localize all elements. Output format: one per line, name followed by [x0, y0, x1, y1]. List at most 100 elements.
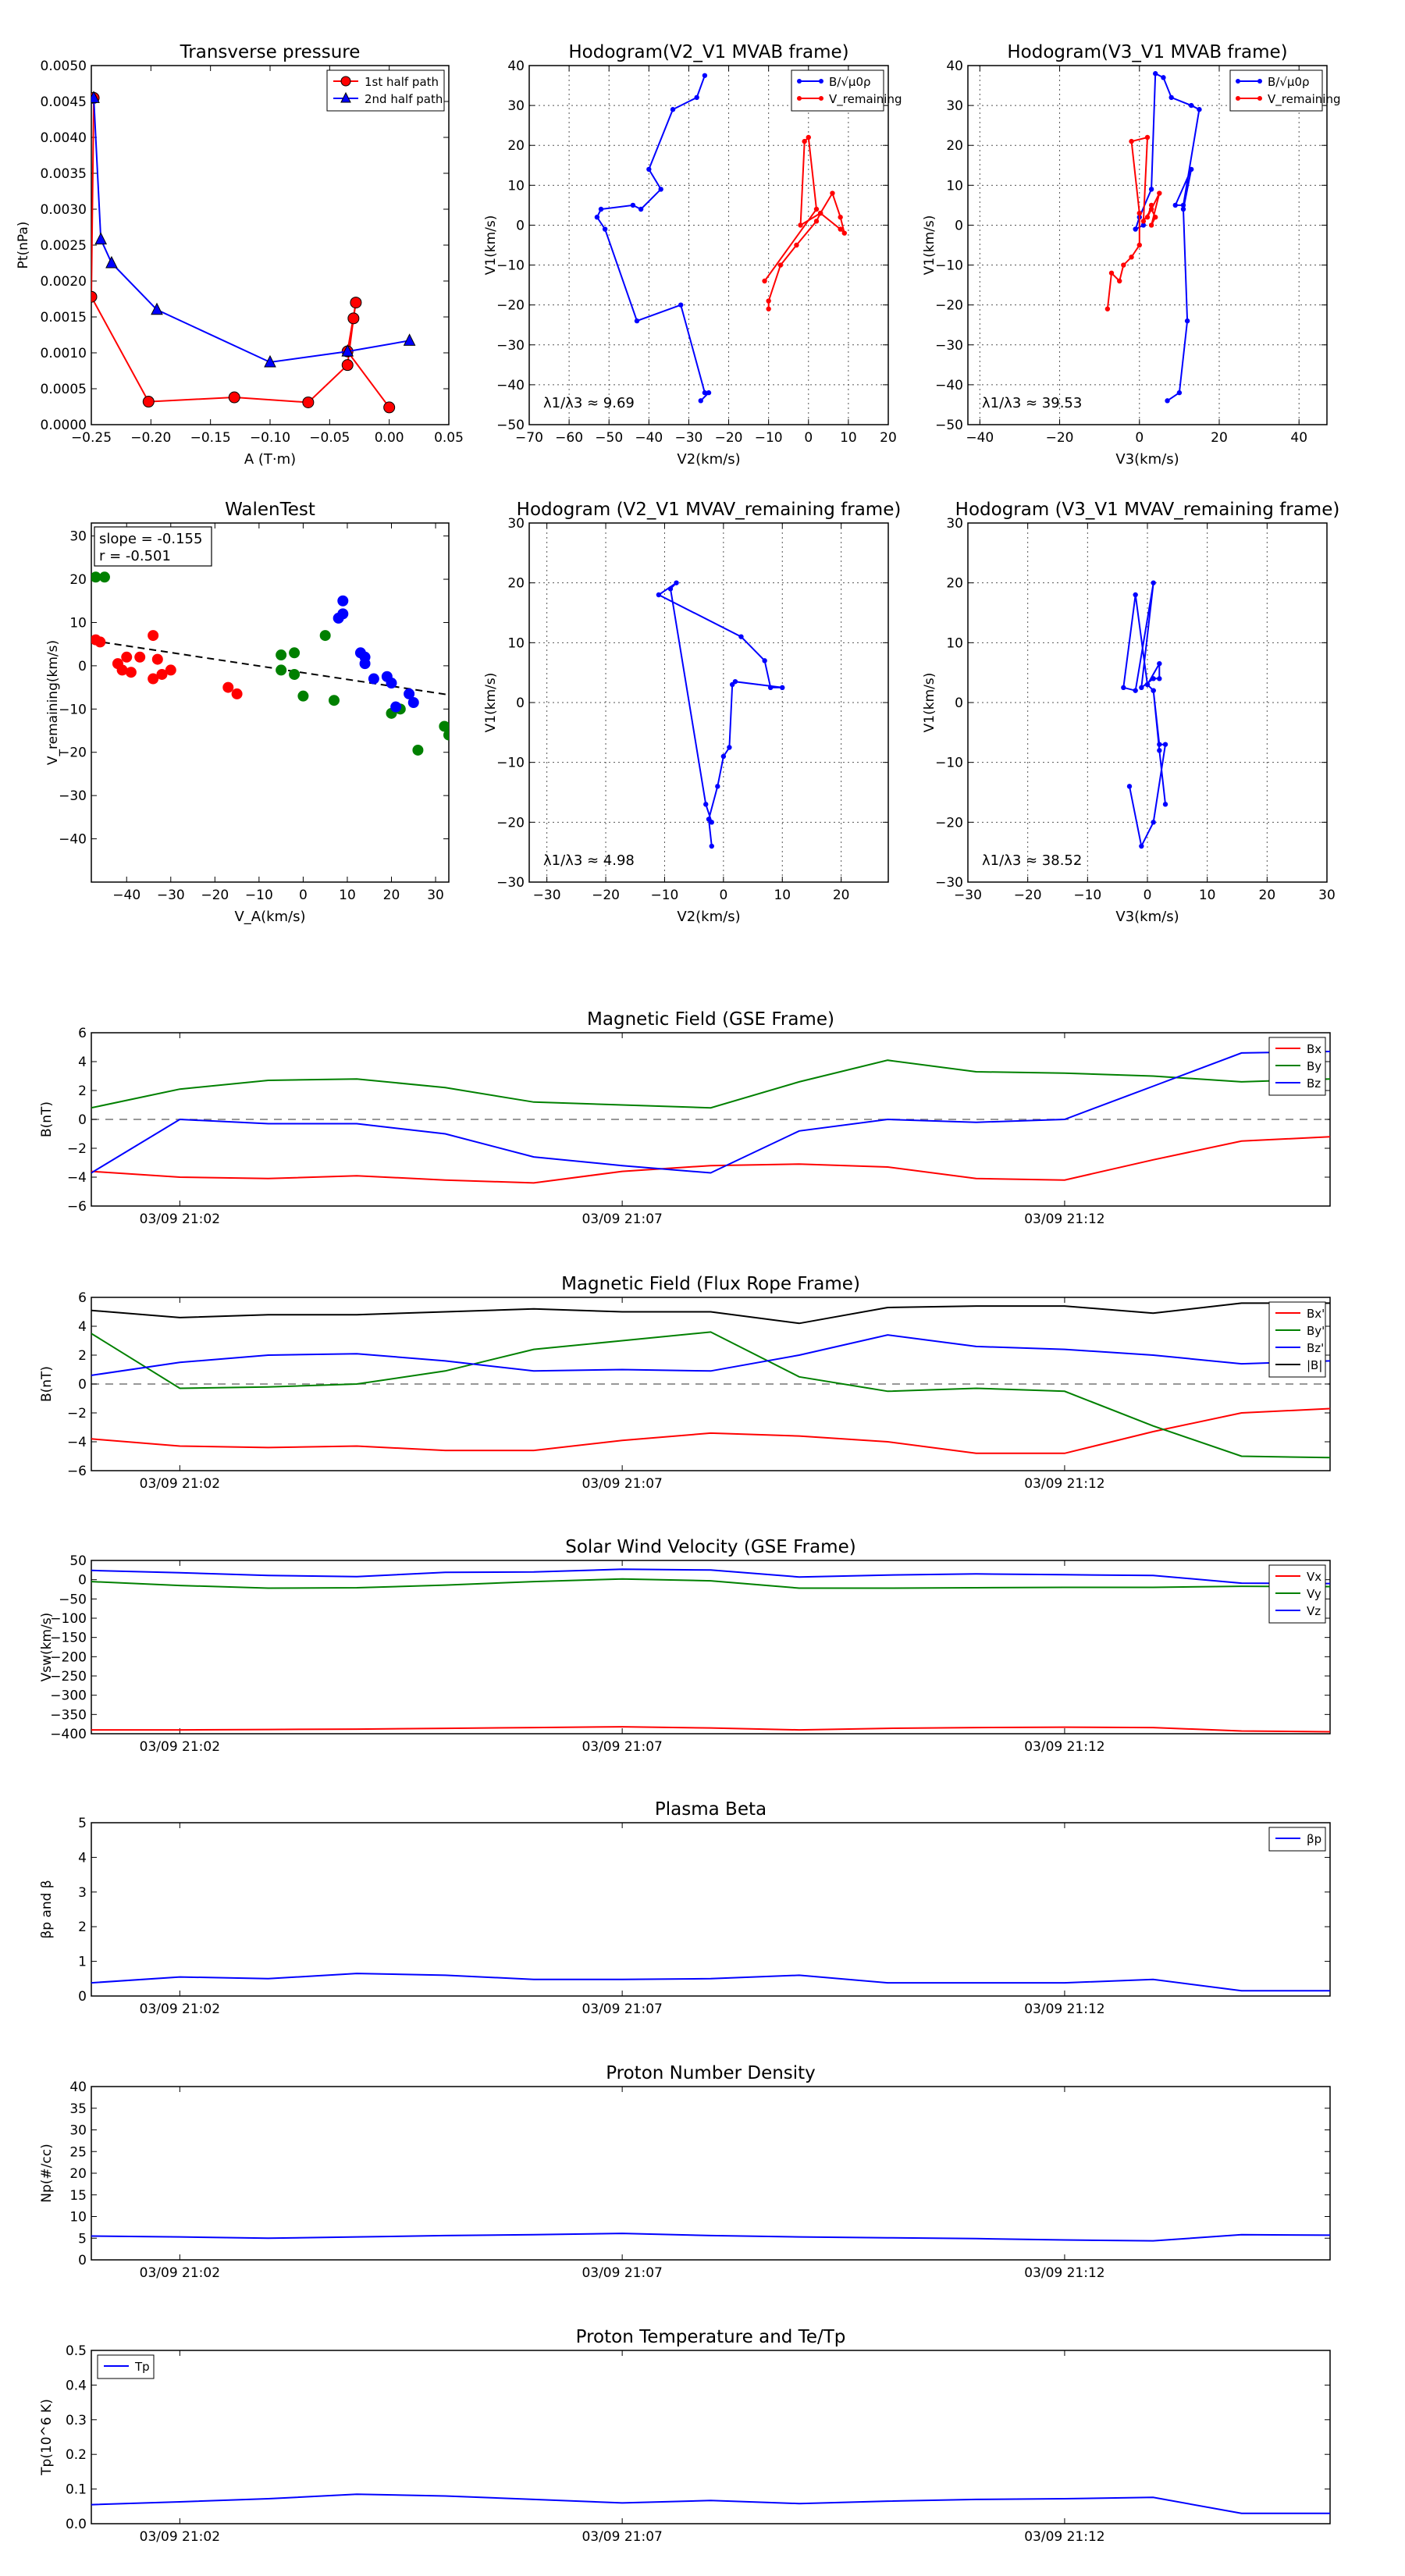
- legend-label: βp: [1307, 1832, 1321, 1846]
- series-line: [91, 1331, 1330, 1459]
- data-point: [720, 753, 727, 760]
- hodogram-v2v1-mvab-ylabel: V1(km/s): [483, 215, 499, 276]
- x-tick-label: 03/09 21:07: [582, 2001, 662, 2017]
- x-tick-label: 0: [719, 888, 727, 903]
- transverse-pressure-ylabel: Pt(nPa): [16, 222, 31, 269]
- data-point: [228, 391, 240, 404]
- data-point: [634, 318, 640, 324]
- y-tick-label: −30: [59, 788, 87, 804]
- data-point: [838, 226, 843, 232]
- data-point: [766, 306, 771, 311]
- transverse-pressure-series-0: [91, 91, 396, 414]
- data-point: [817, 210, 823, 216]
- legend-label: V_remaining: [829, 92, 902, 107]
- data-point: [762, 658, 767, 664]
- data-point: [594, 215, 600, 220]
- y-tick-label: 5: [78, 1816, 87, 1831]
- legend-box: [791, 69, 884, 112]
- data-point: [732, 678, 738, 685]
- data-point: [777, 262, 784, 268]
- proton-temperature-title: Proton Temperature and Te/Tp: [576, 2327, 846, 2347]
- series-line: [91, 1726, 1330, 1733]
- data-point: [264, 354, 276, 368]
- legend-label: V_remaining: [1268, 92, 1341, 107]
- hodogram-v3v1-mvav-title: Hodogram (V3_V1 MVAV_remaining frame): [955, 500, 1340, 520]
- y-tick-label: 30: [946, 516, 963, 532]
- data-point: [727, 745, 732, 750]
- data-point: [798, 222, 803, 228]
- x-tick-label: −70: [515, 430, 543, 446]
- legend-label: 1st half path: [365, 75, 439, 89]
- x-tick-label: −60: [555, 430, 583, 446]
- data-point: [443, 729, 449, 741]
- data-point: [1162, 742, 1168, 747]
- x-tick-label: 03/09 21:02: [140, 2529, 220, 2545]
- proton-temperature-ylabel: Tp(10^6 K): [39, 2399, 55, 2476]
- y-tick-label: 6: [78, 1290, 87, 1306]
- x-tick-label: 0.00: [375, 430, 404, 446]
- data-point: [350, 297, 362, 309]
- y-tick-label: 0.3: [66, 2413, 87, 2428]
- data-point: [383, 401, 396, 414]
- solar-wind-velocity-series-1: [91, 1578, 1330, 1589]
- x-tick-label: −40: [966, 430, 994, 446]
- data-point: [94, 636, 106, 648]
- x-tick-label: −20: [592, 888, 620, 903]
- data-point: [1126, 784, 1133, 789]
- hodogram-v2v1-mvav-series-0: [656, 580, 785, 849]
- y-tick-label: −10: [496, 756, 525, 771]
- fit-line: [91, 639, 449, 696]
- data-point: [319, 630, 331, 642]
- hodogram-v3v1-mvab-chart: Hodogram(V3_V1 MVAB frame) −40 −20 0 20 40 −50…: [922, 42, 1341, 468]
- data-point: [703, 802, 709, 807]
- data-point: [1157, 748, 1162, 753]
- y-tick-label: 10: [507, 635, 525, 651]
- data-point: [359, 651, 371, 663]
- data-point: [1136, 242, 1142, 248]
- y-tick-label: 0: [516, 218, 525, 233]
- x-tick-label: −20: [1014, 888, 1042, 903]
- y-tick-label: 30: [69, 529, 87, 545]
- magnetic-field-gse-ylabel: B(nT): [39, 1101, 55, 1137]
- data-point: [813, 206, 820, 212]
- series-line: [91, 1973, 1330, 1992]
- data-point: [658, 187, 663, 192]
- x-tick-label: −40: [112, 888, 140, 903]
- solar-wind-velocity-axes-frame: [91, 1560, 1331, 1735]
- series-line: [91, 1302, 1330, 1325]
- data-point: [91, 290, 98, 303]
- data-point: [806, 134, 811, 141]
- y-tick-label: 20: [507, 576, 525, 592]
- data-point: [1133, 592, 1138, 598]
- proton-temperature-axes-frame: [91, 2350, 1331, 2524]
- legend-label: By: [1307, 1059, 1321, 1073]
- y-tick-label: 30: [507, 98, 525, 114]
- data-point: [838, 215, 843, 220]
- hodogram-v3v1-mvab-title: Hodogram(V3_V1 MVAB frame): [1007, 42, 1287, 62]
- data-point: [1133, 226, 1138, 232]
- plasma-beta-series-0: [91, 1973, 1330, 1992]
- data-point: [1129, 254, 1134, 260]
- data-point: [1189, 166, 1194, 173]
- y-tick-label: 40: [507, 59, 525, 74]
- data-point: [762, 278, 767, 284]
- series-line: [1133, 72, 1200, 402]
- y-tick-label: −40: [59, 832, 87, 848]
- proton-temperature-chart: Proton Temperature and Te/Tp 03/09 21:02 0…: [39, 2327, 1331, 2545]
- hodogram-v2v1-mvav-chart: Hodogram (V2_V1 MVAV_remaining frame) −30…: [483, 500, 901, 925]
- data-point: [289, 668, 301, 680]
- x-tick-label: 30: [427, 888, 444, 903]
- data-point: [702, 73, 708, 78]
- data-point: [813, 219, 820, 224]
- data-point: [98, 571, 110, 583]
- y-tick-label: 5: [78, 2231, 87, 2247]
- data-point: [105, 255, 118, 269]
- x-tick-label: 03/09 21:12: [1024, 2265, 1104, 2281]
- data-point: [1162, 802, 1168, 807]
- solar-wind-velocity-legend: Vx Vy Vz: [1268, 1564, 1326, 1624]
- hodogram-v3v1-mvab-series-1: [1104, 134, 1162, 311]
- y-tick-label: −20: [496, 815, 525, 831]
- y-tick-label: −10: [496, 258, 525, 274]
- legend-label: Bx: [1307, 1042, 1321, 1056]
- data-point: [148, 630, 159, 642]
